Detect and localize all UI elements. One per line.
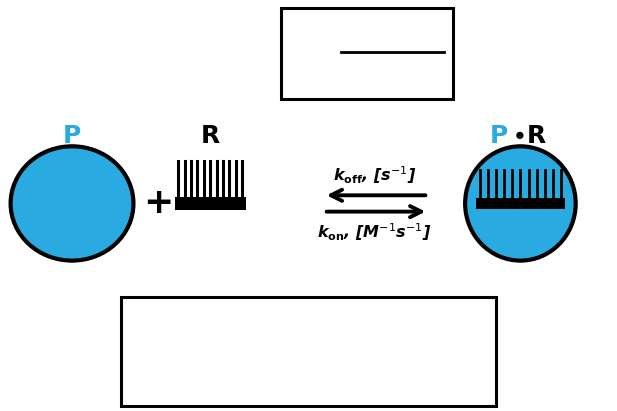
Text: +: + bbox=[143, 187, 173, 220]
Text: = [: = [ bbox=[197, 367, 228, 386]
Text: R: R bbox=[141, 367, 155, 386]
Text: $\boldsymbol{k}_{\mathbf{off}}$, [s$^{-1}$]: $\boldsymbol{k}_{\mathbf{off}}$, [s$^{-1… bbox=[333, 164, 416, 186]
Text: $\boldsymbol{k}_{\mathbf{on}}$: $\boldsymbol{k}_{\mathbf{on}}$ bbox=[376, 62, 408, 84]
Text: P: P bbox=[63, 124, 81, 148]
Text: $\boldsymbol{k}_{\mathbf{on}}$, [M$^{-1}$s$^{-1}$]: $\boldsymbol{k}_{\mathbf{on}}$, [M$^{-1}… bbox=[318, 221, 432, 243]
Ellipse shape bbox=[10, 146, 133, 261]
Text: [: [ bbox=[133, 367, 142, 386]
Text: ]$_{\mathbf{free}}$: ]$_{\mathbf{free}}$ bbox=[239, 315, 279, 337]
Text: $\bullet$R: $\bullet$R bbox=[511, 124, 548, 148]
Text: = [: = [ bbox=[197, 316, 228, 335]
Text: $\bullet$R]: $\bullet$R] bbox=[323, 315, 358, 337]
Ellipse shape bbox=[465, 146, 576, 261]
Text: $\bullet$R]: $\bullet$R] bbox=[323, 366, 358, 388]
Text: ]$_{\mathbf{free}}$: ]$_{\mathbf{free}}$ bbox=[239, 366, 279, 388]
Text: P: P bbox=[312, 367, 326, 386]
Text: R: R bbox=[229, 367, 243, 386]
Text: P: P bbox=[229, 316, 242, 335]
Text: $\boldsymbol{k}_{\mathbf{off}}$: $\boldsymbol{k}_{\mathbf{off}}$ bbox=[374, 21, 410, 43]
Text: P: P bbox=[490, 124, 508, 148]
Text: ]$_{\mathbf{total}}$: ]$_{\mathbf{total}}$ bbox=[151, 315, 195, 337]
Text: $\boldsymbol{K}_{\mathbf{D}}\ =$: $\boldsymbol{K}_{\mathbf{D}}\ =$ bbox=[291, 41, 352, 64]
FancyBboxPatch shape bbox=[175, 197, 246, 210]
Text: + [: + [ bbox=[284, 367, 315, 386]
Text: ]$_{\mathbf{total}}$: ]$_{\mathbf{total}}$ bbox=[151, 366, 195, 388]
FancyBboxPatch shape bbox=[476, 199, 565, 208]
FancyBboxPatch shape bbox=[121, 297, 496, 406]
Text: R: R bbox=[201, 124, 220, 148]
Text: [: [ bbox=[133, 316, 142, 335]
FancyBboxPatch shape bbox=[281, 7, 453, 99]
Text: P: P bbox=[312, 316, 326, 335]
Text: + [: + [ bbox=[284, 316, 315, 335]
Text: P: P bbox=[141, 316, 155, 335]
